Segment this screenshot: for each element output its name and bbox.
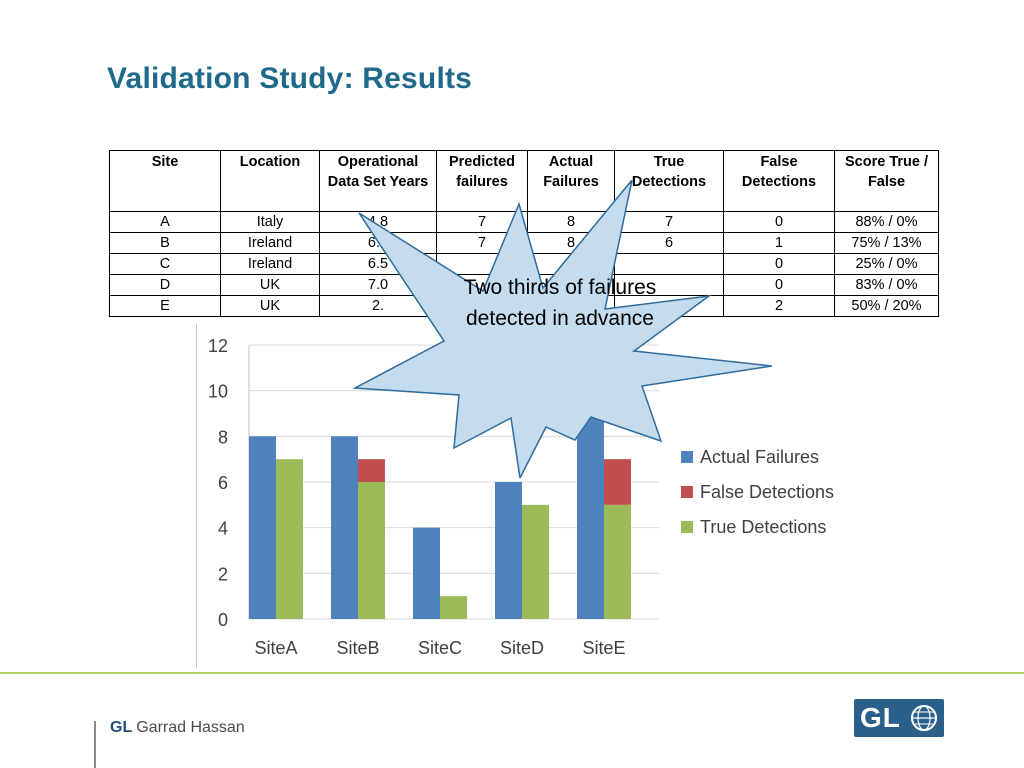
star-callout-text: Two thirds of failures detected in advan…	[463, 276, 657, 330]
table-cell: 88% / 0%	[834, 211, 939, 233]
bar-actual-failures	[331, 436, 358, 619]
slide-title: Validation Study: Results	[107, 62, 473, 95]
bar-true-detections	[440, 596, 467, 619]
footer-vertical-bar	[94, 721, 96, 768]
x-tick-label: SiteA	[254, 638, 297, 658]
table-cell: B	[109, 232, 221, 254]
y-tick-label: 0	[218, 610, 228, 630]
table-cell: UK	[220, 274, 320, 296]
footer-brand-name: Garrad Hassan	[136, 719, 245, 736]
legend-label: True Detections	[700, 517, 826, 537]
x-tick-label: SiteC	[418, 638, 462, 658]
table-cell: C	[109, 253, 221, 275]
table-header-row: Site Location Operational Data Set Years…	[109, 150, 939, 212]
table-cell: 2	[723, 295, 835, 317]
legend-swatch	[681, 486, 693, 498]
bar-true-detections	[604, 504, 631, 619]
header-false-detections: False Detections	[723, 150, 835, 212]
bar-actual-failures	[495, 482, 522, 619]
x-tick-label: SiteD	[500, 638, 544, 658]
bar-false-detections	[604, 459, 631, 505]
chart-svg: 0 2 4 6 8 10 12 SiteA SiteB SiteC SiteD SiteE Actual…	[208, 336, 834, 658]
table-cell: Ireland	[220, 253, 320, 275]
globe-icon	[911, 705, 937, 731]
y-tick-label: 10	[208, 382, 228, 402]
table-cell: E	[109, 295, 221, 317]
y-tick-label: 12	[208, 336, 228, 356]
header-actual-failures: Actual Failures	[527, 150, 615, 212]
footer-divider	[0, 672, 1024, 674]
header-site: Site	[109, 150, 221, 212]
x-tick-label: SiteE	[582, 638, 625, 658]
table-cell: UK	[220, 295, 320, 317]
bar-true-detections	[276, 459, 303, 619]
x-tick-label: SiteB	[336, 638, 379, 658]
gl-logo: GL	[854, 699, 944, 737]
header-location: Location	[220, 150, 320, 212]
table-cell: A	[109, 211, 221, 233]
table-cell: Italy	[220, 211, 320, 233]
table-cell: 2.	[319, 295, 437, 317]
bar-true-detections	[358, 482, 385, 619]
bar-true-detections	[522, 504, 549, 619]
table-cell: 83% / 0%	[834, 274, 939, 296]
y-tick-label: 6	[218, 473, 228, 493]
legend-label: Actual Failures	[700, 447, 819, 467]
table-cell: D	[109, 274, 221, 296]
table-cell: 25% / 0%	[834, 253, 939, 275]
table-cell: 50% / 20%	[834, 295, 939, 317]
y-tick-label: 4	[218, 519, 228, 539]
bar-false-detections	[358, 459, 385, 482]
legend-label: False Detections	[700, 482, 834, 502]
starburst-callout-shape	[352, 180, 772, 478]
header-score: Score True / False	[834, 150, 939, 212]
gl-logo-text: GL	[860, 702, 901, 733]
header-predicted-failures: Predicted failures	[436, 150, 528, 212]
starburst-shape	[352, 180, 772, 478]
table-cell: 75% / 13%	[834, 232, 939, 254]
bar-actual-failures	[413, 527, 440, 619]
y-tick-label: 2	[218, 564, 228, 584]
bar-actual-failures	[249, 436, 276, 619]
y-tick-label: 8	[218, 427, 228, 447]
footer-brand: GL Garrad Hassan	[110, 719, 245, 737]
legend-swatch	[681, 521, 693, 533]
footer-brand-gl: GL	[110, 719, 133, 736]
table-cell: Ireland	[220, 232, 320, 254]
table-row: B Ireland 6.0 7 8 6 1 75% / 13%	[109, 232, 939, 254]
legend-swatch	[681, 451, 693, 463]
